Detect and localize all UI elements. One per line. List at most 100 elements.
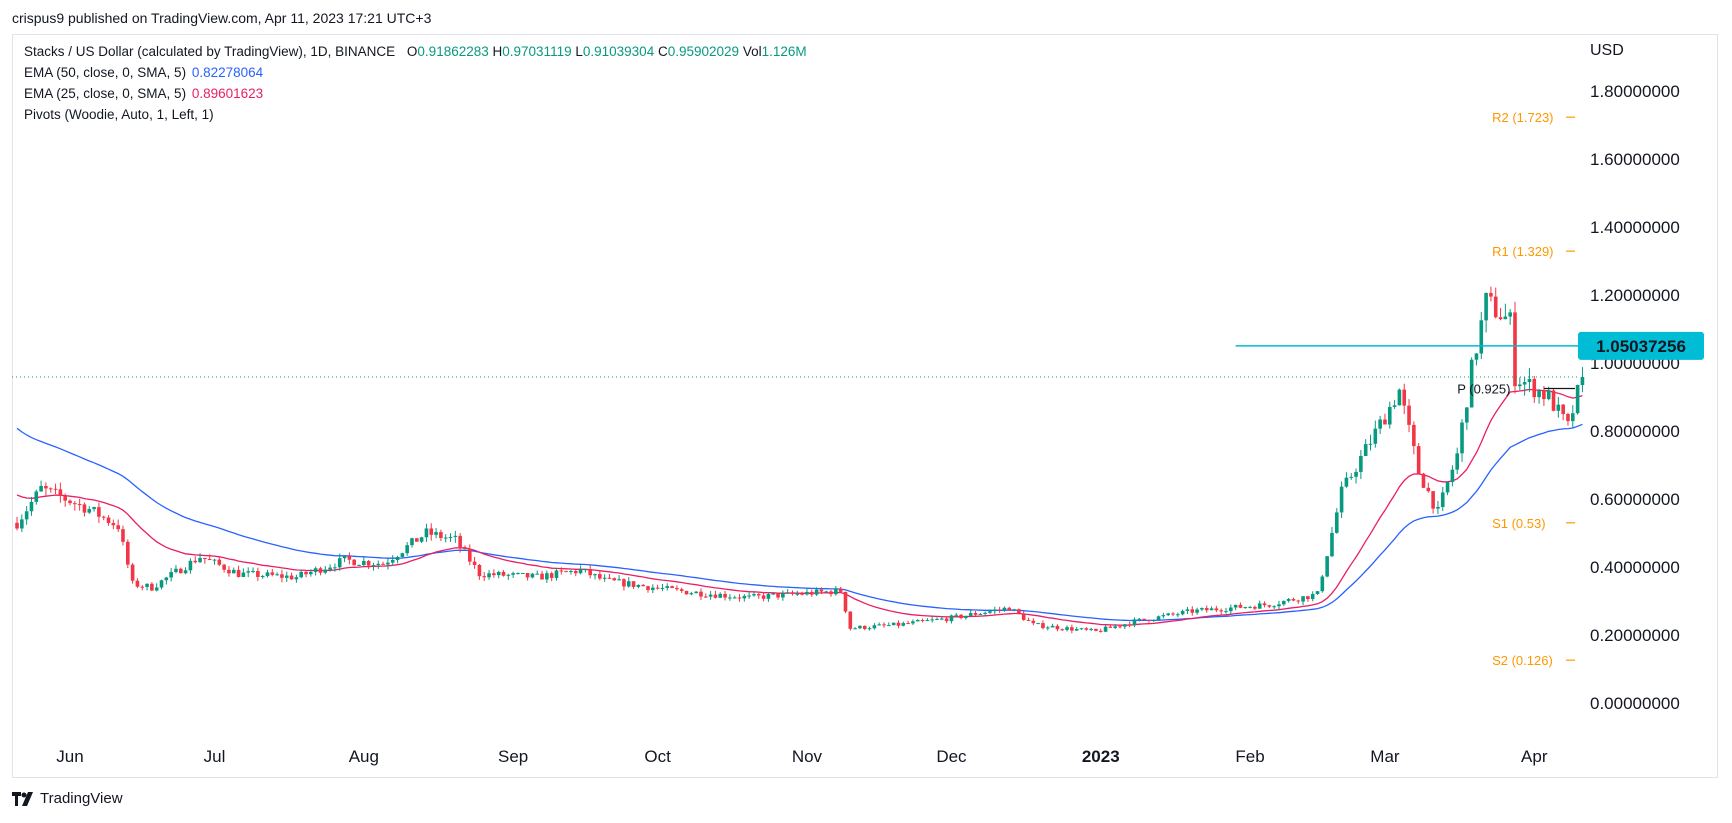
candle-body	[1315, 591, 1320, 594]
candle-body	[121, 529, 125, 542]
candle-body	[1359, 456, 1363, 472]
candle-body	[968, 613, 973, 616]
candle-body	[1503, 316, 1508, 320]
candle-body	[294, 577, 299, 580]
candle-body	[1301, 596, 1305, 602]
candle-body	[554, 570, 559, 578]
candle-body	[275, 574, 279, 576]
candle-body	[1257, 603, 1262, 609]
tradingview-footer[interactable]: TradingView	[12, 790, 123, 807]
candle-body	[207, 559, 212, 561]
candle-body	[1031, 620, 1036, 624]
candle-body	[622, 579, 626, 587]
candle-body	[626, 581, 631, 587]
y-tick-label: 0.00000000	[1590, 694, 1680, 713]
candle-body	[1465, 407, 1469, 423]
candle-body	[1171, 613, 1175, 615]
candle-body	[578, 569, 583, 574]
candle-body	[858, 625, 862, 629]
ema50-legend-row[interactable]: EMA (50, close, 0, SMA, 5) 0.82278064	[24, 65, 263, 80]
candle-body	[1518, 384, 1522, 387]
candle-body	[1142, 618, 1146, 620]
candle-body	[203, 557, 207, 560]
y-tick-label: 1.60000000	[1590, 150, 1680, 169]
candle-body	[68, 500, 72, 504]
candle-body	[1113, 626, 1118, 628]
candle-body	[400, 553, 405, 557]
candle-body	[1267, 605, 1272, 607]
candle-body	[424, 528, 429, 538]
x-tick-label: Dec	[936, 747, 967, 766]
candle-body	[1127, 624, 1132, 626]
candle-body	[867, 628, 872, 630]
candle-body	[150, 583, 154, 591]
x-tick-label: Mar	[1370, 747, 1400, 766]
candle-body	[747, 595, 751, 597]
candle-body	[983, 612, 987, 614]
pivot-label: S1 (0.53)	[1492, 516, 1545, 531]
pivot-label: P (0.925)	[1457, 382, 1510, 397]
candle-body	[44, 485, 48, 489]
candle-body	[256, 570, 260, 577]
candle-body	[882, 624, 886, 626]
candle-body	[1551, 390, 1556, 411]
candle-body	[1392, 405, 1397, 407]
candle-body	[920, 620, 925, 622]
candle-body	[838, 588, 843, 592]
candle-body	[87, 509, 92, 513]
candle-body	[1233, 604, 1238, 608]
candle-body	[1132, 619, 1137, 626]
candle-body	[1060, 629, 1065, 631]
candle-body	[20, 519, 24, 529]
candle-body	[1185, 609, 1190, 611]
candle-body	[467, 548, 472, 562]
candle-body	[1147, 619, 1151, 622]
candle-body	[217, 559, 222, 565]
candle-body	[790, 592, 795, 594]
y-tick-label: 1.40000000	[1590, 218, 1680, 237]
candle-body	[1118, 626, 1122, 628]
candle-body	[289, 575, 294, 580]
ema25-legend-row[interactable]: EMA (25, close, 0, SMA, 5) 0.89601623	[24, 86, 263, 101]
candle-body	[607, 577, 612, 579]
candle-body	[583, 569, 588, 571]
symbol-title[interactable]: Stacks / US Dollar (calculated by Tradin…	[24, 44, 396, 59]
candle-body	[834, 588, 838, 595]
candle-body	[1532, 378, 1537, 398]
candle-body	[1200, 608, 1204, 610]
candle-body	[1262, 603, 1267, 606]
candle-body	[188, 560, 193, 571]
y-tick-label: 0.80000000	[1590, 422, 1680, 441]
candle-body	[655, 587, 660, 589]
candle-body	[1571, 413, 1575, 422]
x-tick-label: 2023	[1082, 747, 1120, 766]
candle-body	[862, 625, 867, 629]
x-tick-label: Jun	[56, 747, 83, 766]
candle-body	[116, 525, 120, 530]
candle-body	[111, 523, 116, 526]
candle-body	[814, 589, 819, 595]
candle-body	[1166, 613, 1170, 616]
candle-body	[535, 573, 540, 575]
ema25-value: 0.89601623	[191, 86, 264, 101]
candle-body	[1542, 390, 1546, 400]
x-tick-label: Nov	[792, 747, 823, 766]
candle-body	[684, 590, 689, 595]
candle-body	[439, 532, 443, 538]
candle-body	[231, 569, 236, 574]
candle-body	[333, 567, 337, 569]
candle-body	[1479, 320, 1484, 354]
candle-body	[993, 609, 997, 612]
volume-label: Vol	[742, 44, 762, 59]
candle-body	[304, 571, 308, 575]
candle-body	[1334, 512, 1339, 533]
chart-frame[interactable]	[12, 34, 1718, 778]
candle-body	[1204, 608, 1209, 611]
candle-body	[458, 535, 462, 548]
candle-body	[988, 611, 992, 613]
candle-body	[1344, 477, 1349, 487]
candle-body	[1151, 620, 1156, 622]
candle-body	[954, 614, 959, 616]
pivots-legend-row[interactable]: Pivots (Woodie, Auto, 1, Left, 1)	[24, 107, 214, 122]
